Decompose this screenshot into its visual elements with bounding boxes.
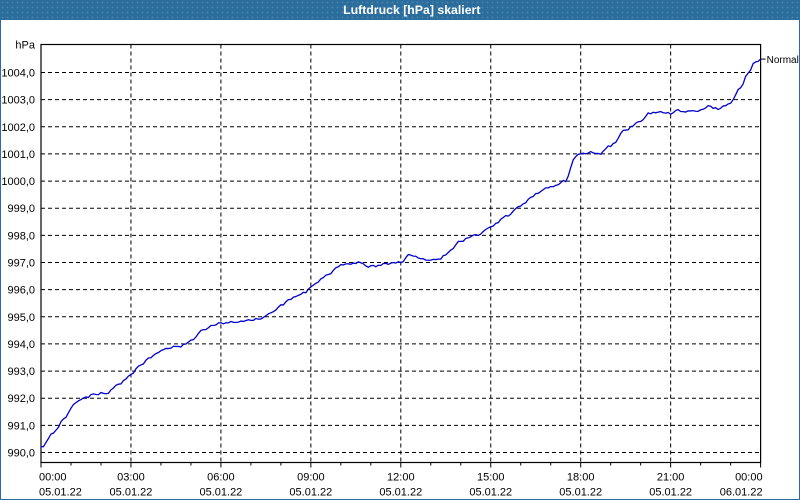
svg-text:05.01.22: 05.01.22 bbox=[110, 487, 153, 499]
svg-text:09:00: 09:00 bbox=[297, 472, 325, 484]
svg-text:998,0: 998,0 bbox=[7, 230, 35, 242]
svg-text:994,0: 994,0 bbox=[7, 339, 35, 351]
svg-text:21:00: 21:00 bbox=[657, 472, 685, 484]
svg-text:1001,0: 1001,0 bbox=[1, 149, 35, 161]
svg-text:00:00: 00:00 bbox=[735, 472, 763, 484]
svg-text:992,0: 992,0 bbox=[7, 393, 35, 405]
svg-text:05.01.22: 05.01.22 bbox=[289, 487, 332, 499]
svg-text:1000,0: 1000,0 bbox=[1, 176, 35, 188]
svg-text:997,0: 997,0 bbox=[7, 258, 35, 270]
svg-text:995,0: 995,0 bbox=[7, 312, 35, 324]
svg-text:06:00: 06:00 bbox=[207, 472, 235, 484]
svg-text:993,0: 993,0 bbox=[7, 366, 35, 378]
svg-text:990,0: 990,0 bbox=[7, 448, 35, 460]
svg-text:1004,0: 1004,0 bbox=[1, 68, 35, 80]
svg-text:05.01.22: 05.01.22 bbox=[199, 487, 242, 499]
svg-text:996,0: 996,0 bbox=[7, 285, 35, 297]
svg-text:00:00: 00:00 bbox=[39, 472, 67, 484]
svg-text:05.01.22: 05.01.22 bbox=[39, 487, 82, 499]
svg-text:Normal: Normal bbox=[767, 55, 799, 66]
svg-text:991,0: 991,0 bbox=[7, 420, 35, 432]
svg-text:1002,0: 1002,0 bbox=[1, 122, 35, 134]
svg-text:15:00: 15:00 bbox=[477, 472, 505, 484]
svg-text:05.01.22: 05.01.22 bbox=[649, 487, 692, 499]
svg-text:05.01.22: 05.01.22 bbox=[469, 487, 512, 499]
svg-text:1003,0: 1003,0 bbox=[1, 95, 35, 107]
svg-text:hPa: hPa bbox=[15, 40, 35, 52]
svg-text:999,0: 999,0 bbox=[7, 203, 35, 215]
svg-text:05.01.22: 05.01.22 bbox=[559, 487, 602, 499]
svg-text:03:00: 03:00 bbox=[117, 472, 145, 484]
svg-text:12:00: 12:00 bbox=[387, 472, 415, 484]
svg-text:18:00: 18:00 bbox=[567, 472, 595, 484]
svg-text:06.01.22: 06.01.22 bbox=[720, 487, 763, 499]
svg-text:05.01.22: 05.01.22 bbox=[379, 487, 422, 499]
